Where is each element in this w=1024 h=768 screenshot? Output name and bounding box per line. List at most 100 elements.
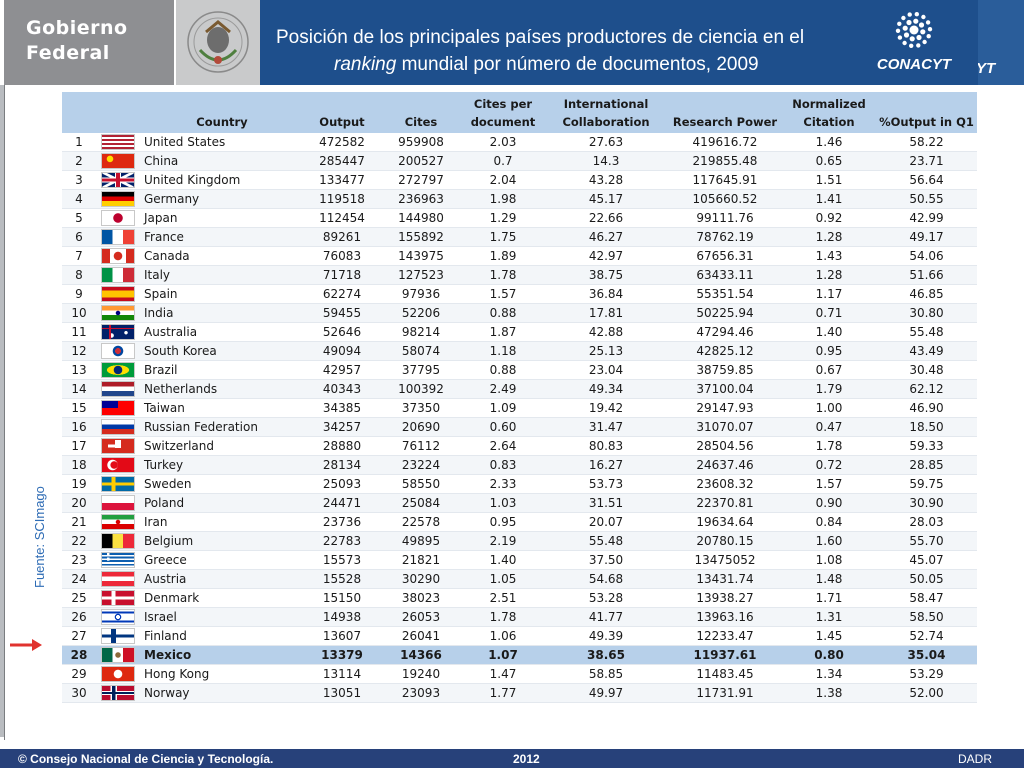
row-rank: 13 <box>71 363 87 378</box>
row-output: 14938 <box>322 610 362 625</box>
title-banner: Posición de los principales países produ… <box>260 0 978 85</box>
canada-flag-icon <box>101 248 135 265</box>
row-output: 112454 <box>319 211 365 226</box>
row-normalized-citation: 1.60 <box>815 534 843 549</box>
row-country: Brazil <box>144 363 178 378</box>
conacyt-logo-icon: CONACYT <box>864 8 964 80</box>
header-rank <box>62 92 96 133</box>
row-rank: 15 <box>71 401 87 416</box>
table-row: 12 South Korea 49094 58074 1.18 25.13 42825.12… <box>62 341 977 361</box>
row-international-collaboration: 45.17 <box>588 192 624 207</box>
row-rank: 18 <box>71 458 87 473</box>
row-output-q1: 28.85 <box>909 458 944 473</box>
row-cites: 272797 <box>398 173 444 188</box>
footer-bar: © Consejo Nacional de Ciencia y Tecnolog… <box>0 749 1024 768</box>
row-normalized-citation: 0.47 <box>815 420 843 435</box>
table-row: 7 Canada 76083 143975 1.89 42.97 67656.31 1.43 5… <box>62 246 977 266</box>
row-research-power: 63433.11 <box>696 268 754 283</box>
row-cites: 155892 <box>398 230 444 245</box>
row-country: United States <box>144 135 226 150</box>
flag-cell <box>96 133 140 152</box>
row-cites: 37795 <box>401 363 441 378</box>
flag-cell <box>96 608 140 627</box>
hong-kong-flag-icon <box>101 666 135 683</box>
row-research-power: 13963.16 <box>696 610 754 625</box>
row-cites: 38023 <box>401 591 441 606</box>
row-rank: 11 <box>71 325 87 340</box>
flag-cell <box>96 646 140 665</box>
table-row-highlighted: 28 Mexico 13379 14366 1.07 38.65 11937.61 0.80 3… <box>62 645 977 665</box>
gov-line-2: Federal <box>26 42 110 64</box>
row-normalized-citation: 1.41 <box>815 192 843 207</box>
flag-cell <box>96 380 140 399</box>
switzerland-flag-icon <box>101 438 135 455</box>
row-rank: 16 <box>71 420 87 435</box>
row-international-collaboration: 41.77 <box>588 610 624 625</box>
row-output-q1: 59.75 <box>909 477 944 492</box>
table-row: 25 Denmark 15150 38023 2.51 53.28 13938.27 1.71… <box>62 588 977 608</box>
table-row: 13 Brazil 42957 37795 0.88 23.04 38759.85 0.67 3… <box>62 360 977 380</box>
spain-flag-icon <box>101 286 135 303</box>
row-normalized-citation: 0.84 <box>815 515 843 530</box>
row-cites-per-document: 2.03 <box>489 135 517 150</box>
row-research-power: 67656.31 <box>696 249 754 264</box>
france-flag-icon <box>101 229 135 246</box>
row-country: Netherlands <box>144 382 218 397</box>
row-cites: 30290 <box>401 572 441 587</box>
row-output: 25093 <box>322 477 362 492</box>
flag-cell <box>96 266 140 285</box>
row-cites-per-document: 1.77 <box>489 686 517 701</box>
flag-cell <box>96 532 140 551</box>
row-rank: 1 <box>75 135 83 150</box>
table-row: 27 Finland 13607 26041 1.06 49.39 12233.47 1.45… <box>62 626 977 646</box>
row-cites-per-document: 2.33 <box>489 477 517 492</box>
row-output: 285447 <box>319 154 365 169</box>
row-cites-per-document: 1.75 <box>489 230 517 245</box>
row-country: Greece <box>144 553 187 568</box>
table-row: 10 India 59455 52206 0.88 17.81 50225.94 0.71 30… <box>62 303 977 323</box>
table-row: 16 Russian Federation 34257 20690 0.60 31.47 3… <box>62 417 977 437</box>
denmark-flag-icon <box>101 590 135 607</box>
mexico-flag-icon <box>101 647 135 664</box>
row-output-q1: 46.90 <box>909 401 944 416</box>
row-output-q1: 52.00 <box>909 686 944 701</box>
row-output-q1: 58.47 <box>909 591 944 606</box>
row-research-power: 13938.27 <box>696 591 754 606</box>
taiwan-flag-icon <box>101 400 135 417</box>
flag-cell <box>96 342 140 361</box>
iran-flag-icon <box>101 514 135 531</box>
row-country: Iran <box>144 515 168 530</box>
row-cites: 22578 <box>401 515 441 530</box>
uk-flag-icon <box>101 172 135 189</box>
row-country: Hong Kong <box>144 667 210 682</box>
flag-cell <box>96 285 140 304</box>
row-research-power: 19634.64 <box>696 515 754 530</box>
header-banner: Gobierno Federal Posición de los princip… <box>0 0 1024 85</box>
row-output: 49094 <box>322 344 362 359</box>
row-country: Denmark <box>144 591 200 606</box>
row-research-power: 37100.04 <box>696 382 754 397</box>
row-cites-per-document: 1.06 <box>489 629 517 644</box>
row-output-q1: 30.90 <box>909 496 944 511</box>
row-cites-per-document: 2.19 <box>489 534 517 549</box>
row-country: China <box>144 154 179 169</box>
row-rank: 25 <box>71 591 87 606</box>
row-cites-per-document: 1.57 <box>489 287 517 302</box>
flag-cell <box>96 513 140 532</box>
row-output: 13114 <box>322 667 362 682</box>
row-output: 89261 <box>322 230 362 245</box>
row-rank: 24 <box>71 572 87 587</box>
table-row: 14 Netherlands 40343 100392 2.49 49.34 37100.0… <box>62 379 977 399</box>
row-international-collaboration: 27.63 <box>588 135 624 150</box>
flag-cell <box>96 437 140 456</box>
row-normalized-citation: 1.57 <box>815 477 843 492</box>
row-international-collaboration: 54.68 <box>588 572 624 587</box>
belgium-flag-icon <box>101 533 135 550</box>
row-international-collaboration: 42.97 <box>588 249 624 264</box>
row-cites: 58550 <box>401 477 441 492</box>
row-normalized-citation: 1.34 <box>815 667 843 682</box>
row-research-power: 11483.45 <box>696 667 754 682</box>
row-international-collaboration: 20.07 <box>588 515 624 530</box>
title-ranking-word: ranking <box>334 54 397 75</box>
row-research-power: 38759.85 <box>696 363 754 378</box>
